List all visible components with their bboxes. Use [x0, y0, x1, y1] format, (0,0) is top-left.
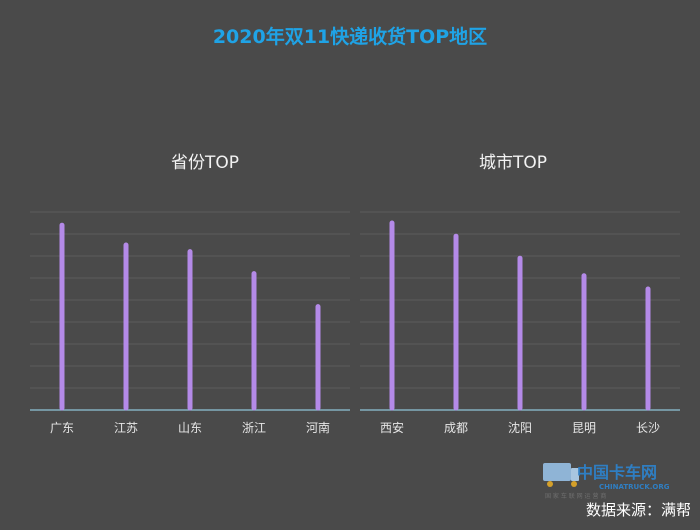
data-source: 数据来源：满帮 — [586, 501, 691, 519]
watermark-cn: 中国卡车网 — [577, 463, 657, 482]
province-tick-label: 浙江 — [242, 421, 266, 435]
city-tick-label: 成都 — [444, 421, 468, 435]
city-tick-label: 西安 — [380, 420, 404, 435]
watermark-sub: 国 家 车 联 网 运 营 商 — [545, 492, 606, 500]
truck-icon — [543, 463, 579, 487]
province-tick-label: 广东 — [50, 421, 74, 435]
city-chart-title: 城市TOP — [479, 153, 547, 173]
province-chart-title: 省份TOP — [171, 153, 239, 173]
page-title: 2020年双11快递收货TOP地区 — [213, 25, 487, 48]
city-tick-label: 昆明 — [572, 421, 596, 435]
watermark-logo: 中国卡车网 CHINATRUCK.ORG 国 家 车 联 网 运 营 商 — [543, 463, 670, 500]
city-tick-label: 长沙 — [636, 421, 660, 435]
city-tick-label: 沈阳 — [508, 420, 532, 435]
province-tick-label: 山东 — [178, 421, 202, 435]
city-chart: 城市TOP 西安 成都 沈阳 昆明 长沙 — [360, 153, 680, 435]
province-tick-label: 江苏 — [114, 421, 138, 435]
watermark-en: CHINATRUCK.ORG — [599, 483, 670, 491]
province-chart: 省份TOP 广东 江苏 山东 浙江 河南 — [30, 153, 350, 435]
province-tick-label: 河南 — [306, 420, 330, 435]
